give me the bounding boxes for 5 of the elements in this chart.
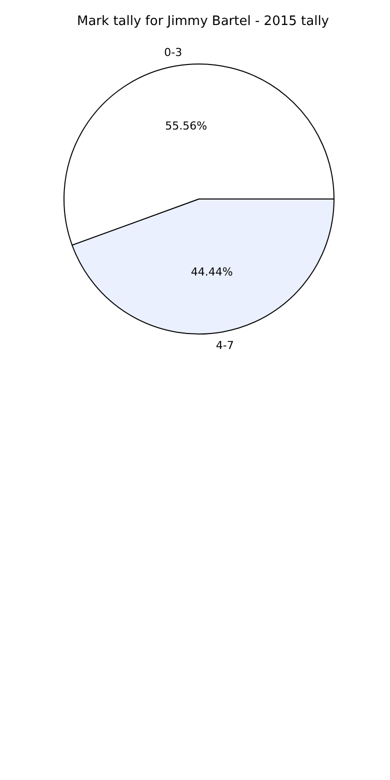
data-label: 55.56%	[165, 119, 208, 132]
slice-label: 0-3	[164, 46, 182, 59]
slice-label: 4-7	[216, 339, 234, 352]
data-label: 44.44%	[190, 266, 233, 279]
chart-title: Mark tally for Jimmy Bartel - 2015 tally	[76, 14, 330, 29]
